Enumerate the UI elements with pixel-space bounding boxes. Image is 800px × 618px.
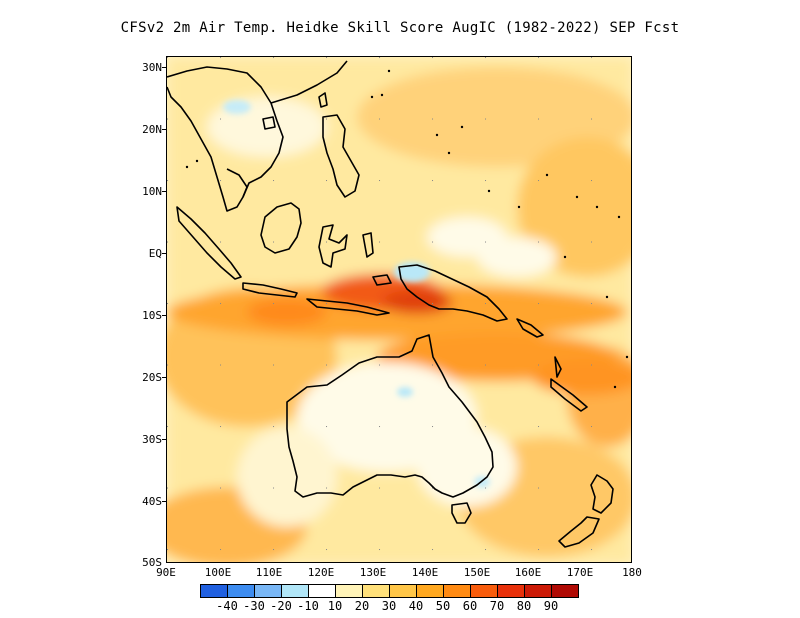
- colorbar-label: -30: [243, 599, 265, 613]
- colorbar-swatch: [362, 584, 390, 598]
- lat-tick: [162, 253, 166, 254]
- colorbar-swatch: [524, 584, 552, 598]
- colorbar-label: 20: [354, 599, 370, 613]
- colorbar-swatch: [281, 584, 309, 598]
- colorbar-swatch: [308, 584, 336, 598]
- lon-label-90e: 90E: [156, 566, 176, 579]
- colorbar-label: -40: [216, 599, 238, 613]
- lon-label-120e: 120E: [307, 566, 335, 579]
- colorbar-label: -20: [270, 599, 292, 613]
- lon-label-170e: 170E: [566, 566, 594, 579]
- lat-tick: [162, 67, 166, 68]
- colorbar-label: 30: [381, 599, 397, 613]
- colorbar-label: 70: [489, 599, 505, 613]
- lat-tick: [162, 191, 166, 192]
- skill-score-map: [166, 56, 632, 563]
- colorbar-label: -10: [297, 599, 319, 613]
- lat-label-eq: EQ: [148, 247, 162, 260]
- colorbar-swatch: [551, 584, 579, 598]
- lat-label-30n: 30N: [142, 61, 162, 74]
- lon-label-140e: 140E: [411, 566, 439, 579]
- colorbar-label: 50: [435, 599, 451, 613]
- lat-tick: [162, 315, 166, 316]
- lat-label-40s: 40S: [142, 495, 162, 508]
- lat-tick: [162, 439, 166, 440]
- lat-tick: [162, 377, 166, 378]
- colorbar-swatch: [254, 584, 282, 598]
- lon-label-110e: 110E: [255, 566, 283, 579]
- small-islands: [185, 69, 629, 389]
- lat-label-20s: 20S: [142, 371, 162, 384]
- map-title: CFSv2 2m Air Temp. Heidke Skill Score Au…: [120, 20, 680, 36]
- coastlines: [167, 60, 614, 548]
- colorbar-label: 80: [516, 599, 532, 613]
- lat-label-10n: 10N: [142, 185, 162, 198]
- lon-label-100e: 100E: [204, 566, 232, 579]
- lat-label-30s: 30S: [142, 433, 162, 446]
- lat-tick: [162, 501, 166, 502]
- lat-label-10s: 10S: [142, 309, 162, 322]
- colorbar-swatch: [335, 584, 363, 598]
- colorbar-label: 60: [462, 599, 478, 613]
- colorbar-swatch: [200, 584, 228, 598]
- lat-label-20n: 20N: [142, 123, 162, 136]
- colorbar-swatch: [443, 584, 471, 598]
- colorbar-swatch: [389, 584, 417, 598]
- colorbar-label: 40: [408, 599, 424, 613]
- colorbar-swatch: [497, 584, 525, 598]
- colorbar: [200, 584, 579, 598]
- lon-label-130e: 130E: [359, 566, 387, 579]
- colorbar-swatch: [470, 584, 498, 598]
- colorbar-label: 90: [543, 599, 559, 613]
- colorbar-swatch: [227, 584, 255, 598]
- colorbar-label: 10: [327, 599, 343, 613]
- map-canvas: [167, 57, 631, 562]
- lat-label-50s: 50S: [142, 556, 162, 569]
- colorbar-swatch: [416, 584, 444, 598]
- lon-label-150e: 150E: [463, 566, 491, 579]
- lat-tick: [162, 129, 166, 130]
- lon-label-160e: 160E: [514, 566, 542, 579]
- lon-label-180: 180: [622, 566, 642, 579]
